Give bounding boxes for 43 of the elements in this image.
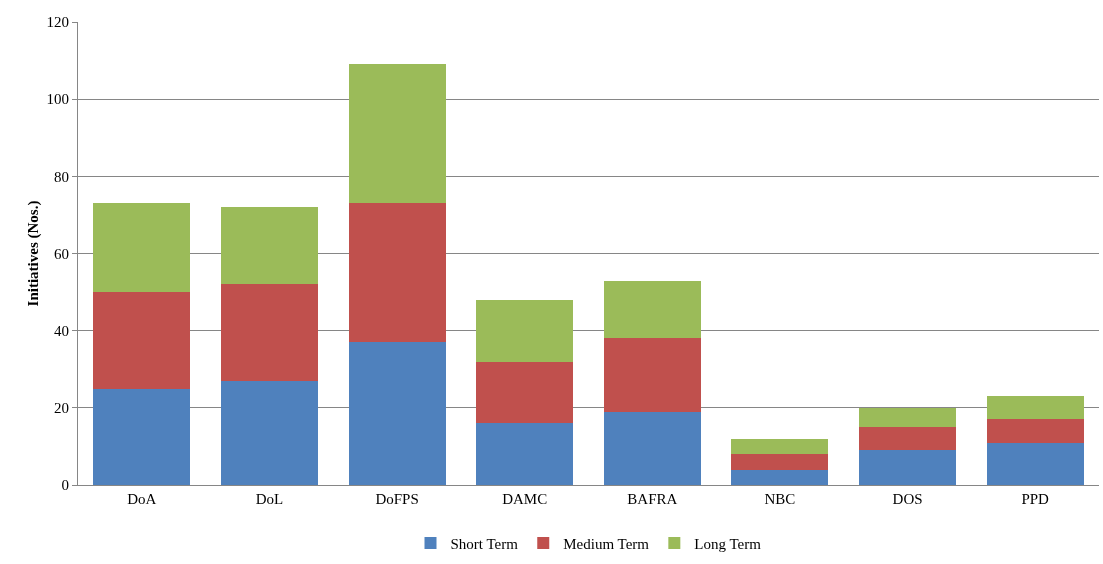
bar [859, 407, 957, 428]
bar [220, 207, 318, 285]
x-tick-label: NBC [764, 491, 796, 507]
bar [476, 299, 574, 362]
bar [348, 64, 446, 204]
legend-label: Long Term [694, 535, 762, 552]
bar [731, 438, 829, 455]
bar [93, 292, 191, 389]
y-tick-label: 0 [61, 477, 69, 494]
legend-label: Medium Term [563, 535, 650, 552]
y-tick-label: 60 [54, 245, 69, 262]
y-tick-label: 100 [46, 91, 69, 108]
bar [986, 419, 1084, 443]
bar [220, 380, 318, 485]
bar [859, 427, 957, 451]
y-axis-title: Initiatives (Nos.) [25, 200, 42, 307]
x-tick-label: BAFRA [627, 491, 678, 507]
x-tick-label: PPD [1021, 491, 1050, 507]
bar [220, 284, 318, 381]
x-tick-label: DAMC [502, 491, 548, 507]
bar [603, 411, 701, 485]
y-tick-label: 120 [46, 14, 69, 31]
bar [348, 342, 446, 485]
bar [603, 280, 701, 339]
y-tick-label: 80 [54, 168, 69, 185]
bar [93, 388, 191, 485]
x-tick-label: DoA [127, 491, 157, 507]
x-tick-label: DoFPS [375, 491, 419, 507]
x-tick-label: DoL [255, 491, 284, 507]
bar [731, 454, 829, 470]
bar [859, 450, 957, 485]
bar [986, 396, 1084, 420]
y-tick-label: 20 [54, 400, 69, 417]
bar [348, 203, 446, 343]
bar [731, 469, 829, 485]
bar [986, 442, 1084, 485]
bar [93, 203, 191, 293]
bar [476, 361, 574, 424]
y-tick-label: 40 [54, 322, 69, 339]
x-tick-label: DOS [892, 491, 923, 507]
bar [476, 423, 574, 485]
legend-label: Short Term [450, 535, 519, 552]
bar [603, 338, 701, 412]
